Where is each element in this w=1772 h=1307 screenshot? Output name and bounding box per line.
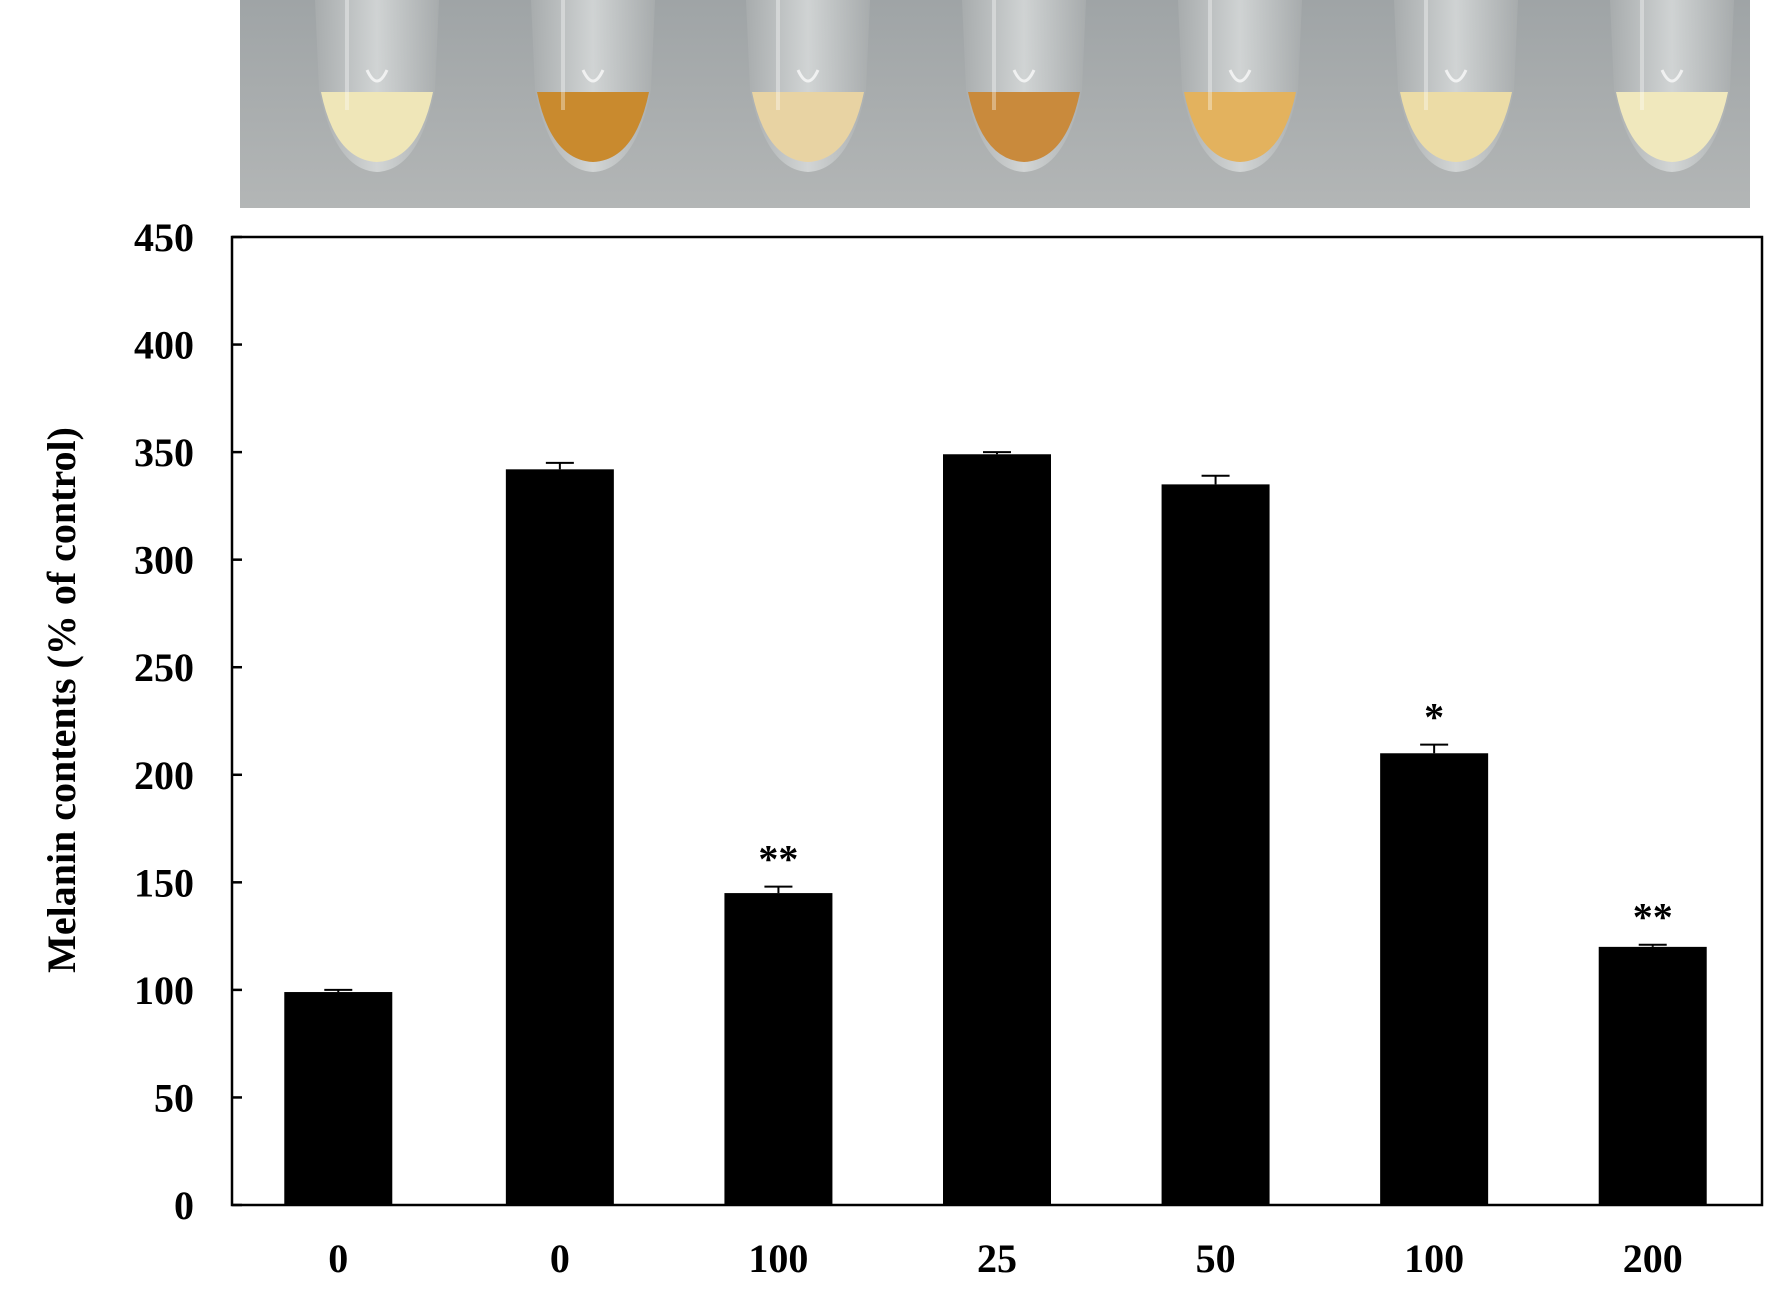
sample-tube xyxy=(1610,0,1734,172)
significance-marker: ** xyxy=(758,837,798,882)
sample-tube xyxy=(1178,0,1302,172)
y-tick-label: 50 xyxy=(154,1075,194,1120)
bar xyxy=(724,893,833,1205)
x-axis-tick-labels: 0 0 100 25 50 100 200 xyxy=(328,1236,1682,1281)
x-tick-label: 100 xyxy=(748,1236,808,1281)
y-tick-label: 0 xyxy=(174,1183,194,1228)
y-tick-label: 250 xyxy=(134,645,194,690)
bar xyxy=(505,469,614,1205)
y-tick-label: 200 xyxy=(134,753,194,798)
y-axis: 0 50 100 150 200 250 300 350 400 450 xyxy=(134,215,242,1228)
bar xyxy=(284,992,393,1205)
sample-tube xyxy=(531,0,655,172)
x-tick-label: 200 xyxy=(1623,1236,1683,1281)
bar xyxy=(1598,946,1707,1205)
bar xyxy=(1380,753,1489,1205)
sample-tube xyxy=(746,0,870,172)
sample-tubes-photo xyxy=(240,0,1750,208)
y-tick-label: 400 xyxy=(134,323,194,368)
bar-series: ***** xyxy=(284,451,1707,1205)
x-tick-label: 100 xyxy=(1404,1236,1464,1281)
bar xyxy=(943,454,1051,1205)
x-tick-label: 0 xyxy=(550,1236,570,1281)
x-tick-label: 50 xyxy=(1196,1236,1236,1281)
y-axis-label: Melanin contents (% of control) xyxy=(39,427,84,973)
y-tick-label: 350 xyxy=(134,430,194,475)
y-tick-label: 300 xyxy=(134,538,194,583)
sample-tube xyxy=(315,0,439,172)
y-tick-label: 450 xyxy=(134,215,194,260)
y-tick-label: 150 xyxy=(134,860,194,905)
x-tick-label: 25 xyxy=(977,1236,1017,1281)
significance-marker: * xyxy=(1424,695,1444,740)
y-tick-label: 100 xyxy=(134,968,194,1013)
sample-tube xyxy=(1394,0,1518,172)
bar xyxy=(1161,484,1270,1205)
sample-tube xyxy=(962,0,1086,172)
x-tick-label: 0 xyxy=(328,1236,348,1281)
significance-marker: ** xyxy=(1633,895,1673,940)
